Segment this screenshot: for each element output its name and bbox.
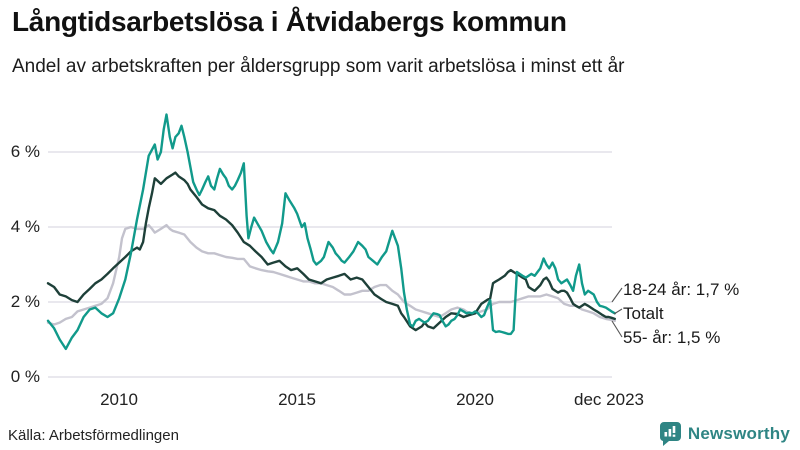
newsworthy-logo: Newsworthy: [659, 421, 790, 446]
newsworthy-icon: [659, 422, 681, 446]
x-axis-tick-label: dec 2023: [574, 390, 644, 409]
y-axis-tick-label: 0 %: [10, 367, 40, 386]
annotation-connectors: [611, 287, 623, 338]
x-axis-tick-label: 2015: [278, 390, 316, 409]
y-axis-tick-label: 6 %: [10, 142, 40, 161]
series-end-label-totalt: Totalt: [623, 304, 664, 323]
annotation-connector-totalt: [613, 308, 623, 315]
y-axis-tick-label: 4 %: [10, 217, 40, 236]
gridlines: [48, 151, 612, 378]
annotation-connector-18-24: [611, 287, 623, 303]
series-totalt-line: [46, 171, 616, 332]
annotation-connector-55: [611, 320, 623, 338]
chart-subtitle: Andel av arbetskraften per åldersgrupp s…: [12, 56, 625, 77]
y-axis-tick-label: 2 %: [10, 292, 40, 311]
source-attribution: Källa: Arbetsförmedlingen: [8, 427, 179, 444]
x-axis-tick-label: 2010: [100, 390, 138, 409]
x-axis-tick-label: 2020: [456, 390, 494, 409]
series-end-label-55: 55- år: 1,5 %: [623, 328, 721, 347]
newsworthy-wordmark: Newsworthy: [687, 423, 790, 443]
series-end-label-18-24: 18-24 år: 1,7 %: [623, 280, 740, 299]
series-18-24-line: [46, 113, 616, 351]
page-title: Långtidsarbetslösa i Åtvidabergs kommun: [12, 6, 567, 37]
